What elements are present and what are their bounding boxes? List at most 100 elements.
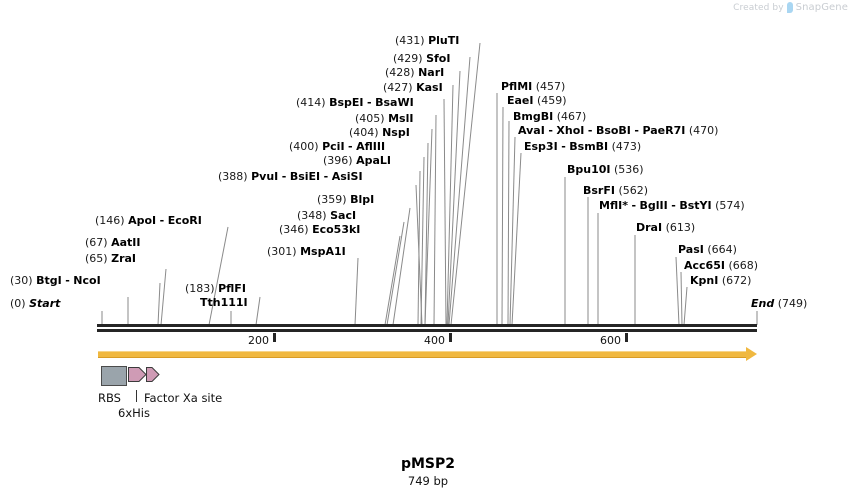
site-label-bsrfi[interactable]: BsrFI (562) <box>583 185 648 197</box>
site-label-pvui-bsiei-asisi[interactable]: (388) PvuI - BsiEI - AsiSI <box>218 170 363 183</box>
site-label-mspa1i[interactable]: (301) MspA1I <box>267 246 346 258</box>
site-label-tth111i[interactable]: Tth111I <box>200 297 248 309</box>
axis-tick-200 <box>273 333 276 342</box>
site-label-start[interactable]: (0) Start <box>10 298 60 310</box>
site-pos: (396) <box>323 154 353 167</box>
site-name: MspA1I <box>300 245 346 258</box>
site-name: DraI <box>636 221 663 234</box>
feature-factor-xa-arrow[interactable] <box>146 364 166 386</box>
site-pos: (404) <box>349 126 379 139</box>
site-name: Acc65I <box>684 259 725 272</box>
sequence-backbone-top <box>97 324 757 327</box>
site-name: NspI <box>382 126 410 139</box>
axis-tick-label-200: 200 <box>248 334 269 347</box>
site-label-aatii[interactable]: (67) AatII <box>85 237 140 249</box>
site-label-pflmi[interactable]: PflMI (457) <box>501 81 565 93</box>
site-label-apoi-ecori[interactable]: (146) ApoI - EcoRI <box>95 214 202 227</box>
site-label-eco53ki[interactable]: (346) Eco53kI <box>279 224 360 236</box>
axis-tick-label-600: 600 <box>600 334 621 347</box>
site-name: BstYI <box>679 199 712 212</box>
snapgene-logo-icon <box>786 2 793 13</box>
plasmid-length: 749 bp <box>407 474 449 488</box>
plasmid-title-block: pMSP2 749 bp <box>0 456 856 488</box>
site-pos: (65) <box>85 252 108 265</box>
site-name: MslI <box>388 112 414 125</box>
site-pos: (574) <box>715 199 745 212</box>
orf-arrow-body[interactable] <box>98 351 746 358</box>
site-label-nspi[interactable]: (404) NspI <box>349 127 410 139</box>
site-label-esp3i-bsmbi[interactable]: Esp3I - BsmBI (473) <box>524 140 642 153</box>
snapgene-credit: Created by SnapGene <box>733 2 848 13</box>
site-pos: (427) <box>383 81 413 94</box>
site-label-pflfi[interactable]: (183) PflFI <box>185 283 246 295</box>
axis-tick-label-400: 400 <box>424 334 445 347</box>
site-pos: (30) <box>10 274 33 287</box>
site-pos: (459) <box>537 94 567 107</box>
site-pos: (400) <box>289 140 319 153</box>
site-name: BsrFI <box>583 184 615 197</box>
site-pos: (346) <box>279 223 309 236</box>
plasmid-name: pMSP2 <box>400 456 456 472</box>
site-pos: (672) <box>721 274 752 287</box>
site-name: BsiEI <box>289 170 321 183</box>
site-label-mfli-bglii-bstyi[interactable]: MflI* - BglII - BstYI (574) <box>599 199 745 212</box>
site-label-blpi[interactable]: (359) BlpI <box>317 194 374 206</box>
site-pos: (414) <box>296 96 326 109</box>
site-name: KpnI <box>690 274 719 287</box>
site-label-eaei[interactable]: EaeI (459) <box>507 95 567 107</box>
site-name: NcoI <box>73 274 101 287</box>
site-name: NarI <box>418 66 445 79</box>
site-label-pluti[interactable]: (431) PluTI <box>395 35 459 47</box>
site-label-btgi-ncoi[interactable]: (30) BtgI - NcoI <box>10 274 101 287</box>
site-name: BsoBI <box>595 124 631 137</box>
site-label-apali[interactable]: (396) ApaLI <box>323 155 391 167</box>
site-label-kpni[interactable]: KpnI (672) <box>690 275 751 287</box>
site-name: AvaI <box>518 124 545 137</box>
site-name: BsmBI <box>569 140 609 153</box>
site-label-zrai[interactable]: (65) ZraI <box>85 253 136 265</box>
site-label-bpu10i[interactable]: Bpu10I (536) <box>567 164 644 176</box>
site-name: PluTI <box>428 34 460 47</box>
credit-prefix: Created by <box>733 2 784 13</box>
site-label-nari[interactable]: (428) NarI <box>385 67 444 79</box>
site-name: BlpI <box>350 193 375 206</box>
site-name: BspEI <box>329 96 364 109</box>
site-label-pasi[interactable]: PasI (664) <box>678 244 737 256</box>
site-name: XhoI <box>556 124 585 137</box>
site-name: ApaLI <box>356 154 392 167</box>
feature-rbs-box[interactable] <box>101 366 127 386</box>
site-pos: (536) <box>614 163 644 176</box>
site-label-acc65i[interactable]: Acc65I (668) <box>684 260 758 272</box>
site-name: PasI <box>678 243 704 256</box>
site-name: AatII <box>111 236 141 249</box>
feature-6xhis-arrow[interactable] <box>128 364 148 386</box>
site-pos: (183) <box>185 282 215 295</box>
site-name: SacI <box>330 209 357 222</box>
site-pos: (473) <box>611 140 642 153</box>
site-label-sfoi[interactable]: (429) SfoI <box>393 53 450 65</box>
site-label-bmgbi[interactable]: BmgBI (467) <box>513 111 586 123</box>
site-label-end[interactable]: End (749) <box>751 298 807 310</box>
site-pos: (359) <box>317 193 347 206</box>
site-label-kasi[interactable]: (427) KasI <box>383 82 443 94</box>
site-name: Bpu10I <box>567 163 611 176</box>
site-pos: (562) <box>618 184 649 197</box>
site-name: Tth111I <box>200 296 248 309</box>
site-name: BmgBI <box>513 110 554 123</box>
site-label-saci[interactable]: (348) SacI <box>297 210 356 222</box>
site-label-drai[interactable]: DraI (613) <box>636 222 695 234</box>
site-name: MflI* <box>599 199 628 212</box>
site-name: Eco53kI <box>312 223 361 236</box>
site-name: PflMI <box>501 80 533 93</box>
site-label-msli[interactable]: (405) MslI <box>355 113 413 125</box>
site-name: PciI <box>322 140 345 153</box>
site-name: AflIII <box>356 140 386 153</box>
site-name: KasI <box>416 81 443 94</box>
feature-label-6xhis: 6xHis <box>118 406 150 420</box>
site-label-bspei-bsawi[interactable]: (414) BspEI - BsaWI <box>296 96 414 109</box>
site-pos: (388) <box>218 170 248 183</box>
site-label-pcii-afliii[interactable]: (400) PciI - AflIII <box>289 140 386 153</box>
site-pos: (664) <box>707 243 737 256</box>
site-label-avai-xhoi-bsobi-paer7i[interactable]: AvaI - XhoI - BsoBI - PaeR7I (470) <box>518 124 719 137</box>
